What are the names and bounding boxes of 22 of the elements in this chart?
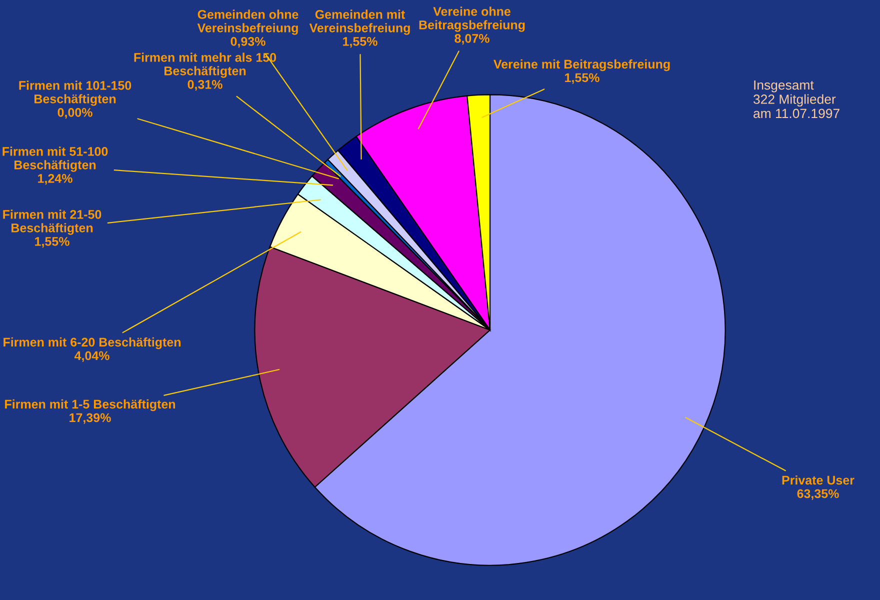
text: 0,00% <box>58 108 92 119</box>
data-label: 0,93% <box>230 36 266 48</box>
data-label: 63,35% <box>797 489 839 500</box>
data-label: 1,24% <box>38 174 72 185</box>
slice-label: Vereine mit Beitragsbefreiung <box>494 59 670 72</box>
slice-label: Gemeinden mit Vereinsbefreiung <box>309 10 410 35</box>
data-label: 1,55% <box>35 237 70 248</box>
data-label: 1,55% <box>565 73 600 84</box>
slice-label: Vereine ohne Beitragsbefreiung <box>419 6 525 32</box>
data-label: 1,55% <box>343 37 378 48</box>
data-label: 4,04% <box>74 351 110 362</box>
slice-label: Private User <box>782 475 854 485</box>
category-label: Firmen mit 101-150 Beschäftigten <box>19 80 132 106</box>
data-label: 17,39% <box>70 413 111 424</box>
slice-label: Firmen mit 51-100 Beschäftigten <box>2 146 108 172</box>
slice-label: Firmen mit 21-50 Beschäftigten <box>3 210 102 235</box>
text: Insgesamt 322 Mitglieder am 11.07.1997 <box>754 80 840 118</box>
data-label: 0,31% <box>188 80 222 91</box>
slice-label: Firmen mit 1-5 Beschäftigten <box>5 399 176 412</box>
data-label: 8,07% <box>454 34 490 45</box>
slice-label: Gemeinden ohne Vereinsbefreiung <box>197 10 298 35</box>
slice-label: Firmen mit 6-20 Beschäftigten <box>4 337 180 350</box>
